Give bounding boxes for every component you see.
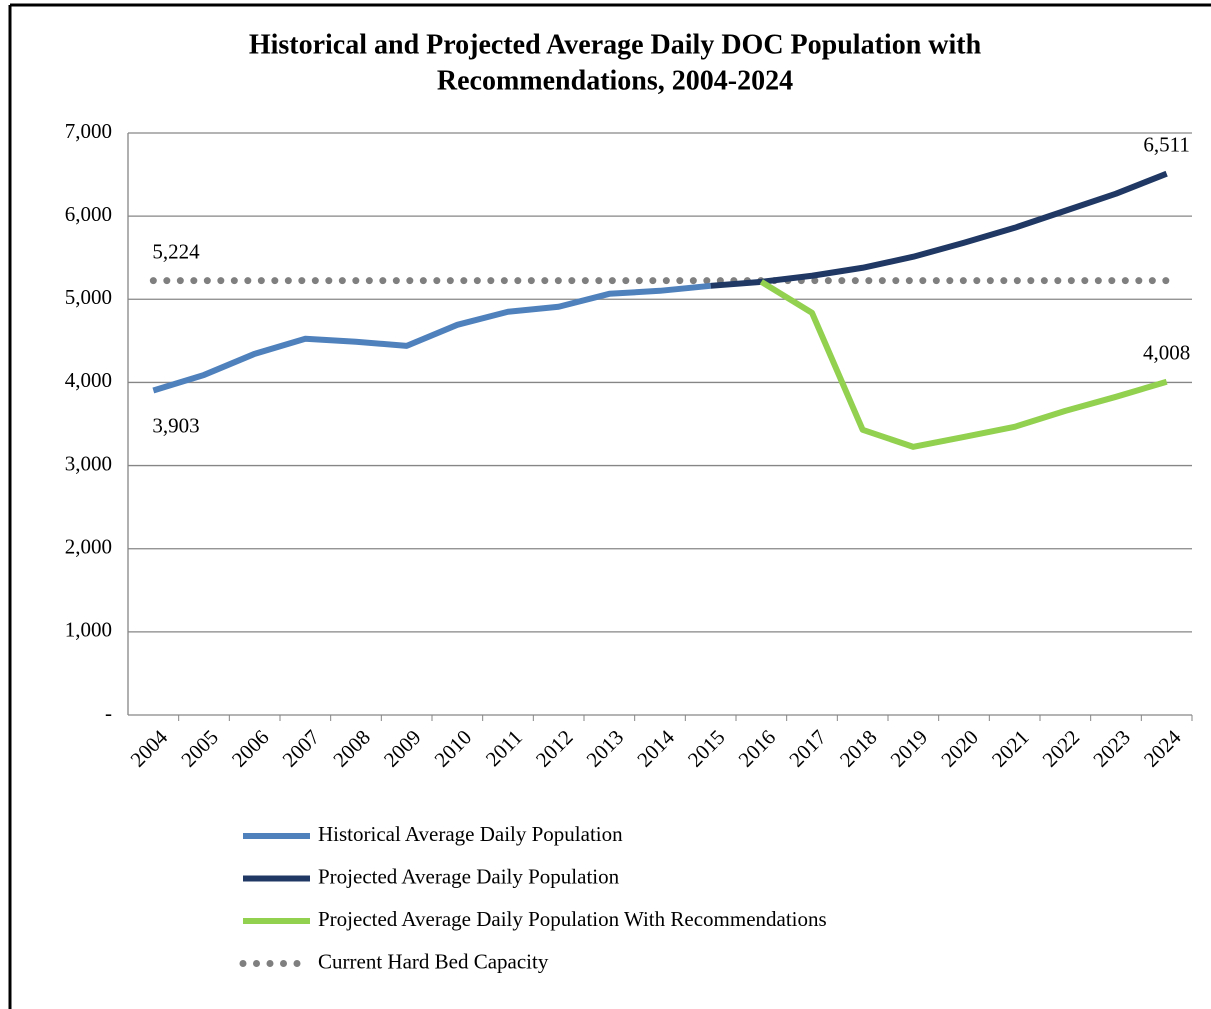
x-tick-label: 2015: [683, 725, 730, 772]
y-tick-label: 1,000: [65, 618, 112, 642]
x-tick-label: 2023: [1088, 725, 1135, 772]
x-tick-label: 2021: [987, 725, 1034, 772]
x-tick-label: 2012: [531, 725, 578, 772]
x-tick-label: 2010: [430, 725, 477, 772]
chart-title: Historical and Projected Average Daily D…: [249, 29, 982, 60]
x-tick-label: 2009: [379, 725, 426, 772]
x-tick-label: 2014: [632, 725, 679, 772]
y-tick-label: -: [105, 701, 112, 725]
y-tick-label: 3,000: [65, 451, 112, 475]
y-tick-label: 2,000: [65, 535, 112, 559]
x-tick-label: 2019: [886, 725, 933, 772]
x-tick-label: 2020: [936, 725, 983, 772]
y-tick-label: 4,000: [65, 368, 112, 392]
x-tick-label: 2006: [227, 725, 274, 772]
y-tick-label: 6,000: [65, 202, 112, 226]
legend-label: Projected Average Daily Population With …: [318, 907, 827, 931]
data-label: 4,008: [1143, 341, 1190, 365]
data-label: 6,511: [1143, 132, 1189, 156]
legend-label: Projected Average Daily Population: [318, 864, 620, 888]
x-tick-label: 2007: [278, 725, 325, 772]
legend-label: Historical Average Daily Population: [318, 822, 623, 846]
y-tick-label: 7,000: [65, 119, 112, 143]
x-tick-label: 2018: [835, 725, 882, 772]
y-tick-label: 5,000: [65, 285, 112, 309]
series-line: [759, 279, 1168, 450]
data-label: 3,903: [152, 413, 199, 437]
x-tick-label: 2005: [176, 725, 223, 772]
chart-title: Recommendations, 2004-2024: [437, 65, 793, 96]
x-tick-label: 2013: [582, 725, 629, 772]
series-line: [152, 282, 711, 394]
x-tick-label: 2017: [784, 725, 831, 772]
data-label: 5,224: [152, 239, 200, 263]
legend-label: Current Hard Bed Capacity: [318, 949, 549, 973]
x-tick-label: 2008: [328, 725, 375, 772]
x-tick-label: 2016: [734, 725, 781, 772]
series-line: [710, 170, 1168, 289]
x-tick-label: 2024: [1139, 725, 1186, 772]
x-tick-label: 2004: [126, 725, 173, 772]
x-tick-label: 2011: [481, 725, 527, 771]
x-tick-label: 2022: [1038, 725, 1085, 772]
